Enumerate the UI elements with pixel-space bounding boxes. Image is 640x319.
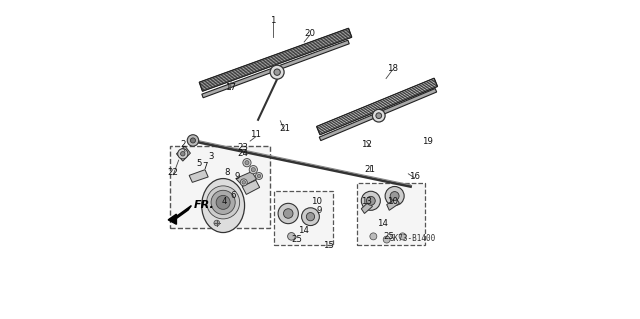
Circle shape [191,138,195,143]
Polygon shape [317,80,435,129]
Polygon shape [199,28,349,84]
Polygon shape [242,180,260,195]
Polygon shape [202,40,349,98]
Polygon shape [168,214,177,224]
Circle shape [180,152,185,156]
Circle shape [242,181,246,184]
Polygon shape [317,81,436,130]
Circle shape [214,220,220,226]
Text: 25: 25 [384,232,395,241]
Text: 12: 12 [362,140,372,149]
Text: 4: 4 [221,197,227,206]
Text: 6: 6 [231,190,236,200]
Text: 9: 9 [317,206,322,215]
Text: 14: 14 [298,226,309,234]
Circle shape [366,196,375,205]
Text: 16: 16 [409,172,420,181]
Polygon shape [201,33,351,89]
Text: 10: 10 [387,197,398,206]
Polygon shape [387,198,399,210]
Circle shape [211,190,235,214]
Text: 7: 7 [202,162,208,171]
Circle shape [372,109,385,122]
Text: 13: 13 [362,197,372,206]
Text: 25: 25 [292,235,303,244]
Circle shape [243,159,251,167]
Text: 19: 19 [422,137,433,145]
Circle shape [362,191,380,210]
Text: 18: 18 [387,63,398,72]
Circle shape [390,192,399,200]
Bar [274,191,333,245]
Text: 10: 10 [310,197,322,206]
Circle shape [376,113,381,119]
Circle shape [240,179,247,186]
Text: 22: 22 [168,168,179,177]
Polygon shape [319,84,437,133]
Circle shape [287,233,295,240]
Text: 8: 8 [225,168,230,177]
Circle shape [274,69,280,75]
Polygon shape [200,32,350,87]
Bar [170,146,270,228]
Polygon shape [319,85,438,135]
Circle shape [278,203,298,224]
Text: 17: 17 [225,83,236,92]
Text: 2: 2 [180,140,186,149]
Text: 23: 23 [237,143,248,152]
Circle shape [255,173,262,180]
Text: FR.: FR. [194,200,215,210]
Text: 5: 5 [196,159,202,168]
Circle shape [245,160,249,165]
Circle shape [385,187,404,205]
Polygon shape [236,172,257,187]
Circle shape [216,196,230,209]
Text: 14: 14 [378,219,388,228]
Circle shape [178,149,188,159]
Text: 21: 21 [279,124,290,133]
Polygon shape [189,170,208,182]
Circle shape [307,212,315,221]
Text: 9: 9 [234,172,239,181]
Circle shape [207,186,239,219]
Polygon shape [172,205,191,221]
Circle shape [383,236,390,243]
Polygon shape [318,82,436,132]
Polygon shape [177,146,191,161]
Text: 15: 15 [323,241,334,250]
Circle shape [270,65,284,79]
Text: 3: 3 [209,152,214,161]
Text: 1: 1 [270,16,276,25]
Circle shape [252,167,255,172]
Text: 21: 21 [365,165,376,174]
Polygon shape [362,201,372,213]
Circle shape [249,166,257,174]
Circle shape [284,209,293,218]
Text: 11: 11 [250,130,261,139]
Bar [356,183,425,245]
Text: SK73-B1400: SK73-B1400 [390,234,436,243]
Circle shape [370,233,377,240]
Text: 20: 20 [305,29,316,38]
Text: 24: 24 [237,149,248,158]
Circle shape [188,135,198,146]
Polygon shape [202,35,351,90]
Polygon shape [202,36,352,91]
Polygon shape [319,88,436,141]
Polygon shape [200,31,350,86]
Circle shape [257,174,260,178]
Polygon shape [317,78,435,128]
Ellipse shape [202,179,244,233]
Circle shape [399,233,406,240]
Polygon shape [200,30,349,85]
Circle shape [301,208,319,226]
